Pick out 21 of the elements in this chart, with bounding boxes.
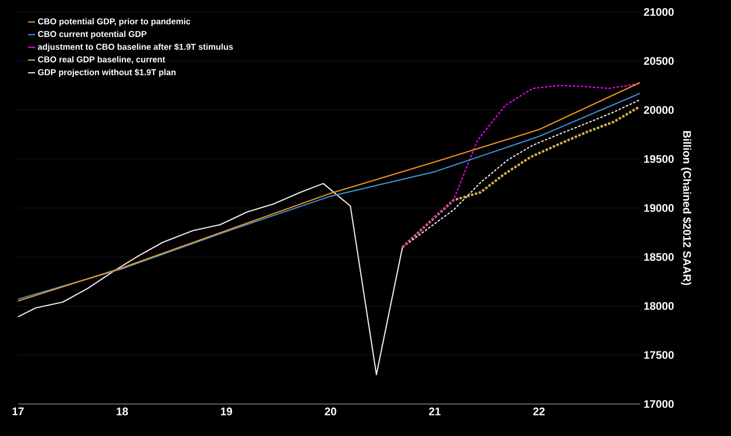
- x-tick-label: 17: [12, 408, 24, 416]
- legend-label: GDP projection without $1.9T plan: [38, 68, 176, 77]
- y-tick-label: 20000: [644, 106, 674, 114]
- x-tick-label: 19: [220, 408, 232, 416]
- y-tick-label: 18500: [644, 253, 674, 261]
- y-tick-label: 20500: [644, 57, 674, 65]
- y-axis-title: Billion (Chained $2012 SAAR): [680, 131, 692, 286]
- legend-label: adjustment to CBO baseline after $1.9T stimulus: [38, 43, 233, 52]
- legend-label: CBO potential GDP, prior to pandemic: [38, 18, 190, 26]
- x-tick-label: 20: [324, 408, 336, 416]
- y-tick-label: 17000: [644, 400, 674, 408]
- x-tick-label: 21: [429, 408, 441, 416]
- x-tick-label: 22: [533, 408, 545, 416]
- y-tick-label: 19000: [644, 204, 674, 212]
- y-tick-label: 18000: [644, 302, 674, 310]
- legend-label: CBO real GDP baseline, current: [38, 56, 166, 64]
- y-tick-label: 21000: [644, 8, 674, 16]
- y-tick-label: 17500: [644, 351, 674, 359]
- legend-label: CBO current potential GDP: [38, 30, 146, 39]
- y-tick-label: 19500: [644, 155, 674, 163]
- x-tick-label: 18: [116, 408, 128, 416]
